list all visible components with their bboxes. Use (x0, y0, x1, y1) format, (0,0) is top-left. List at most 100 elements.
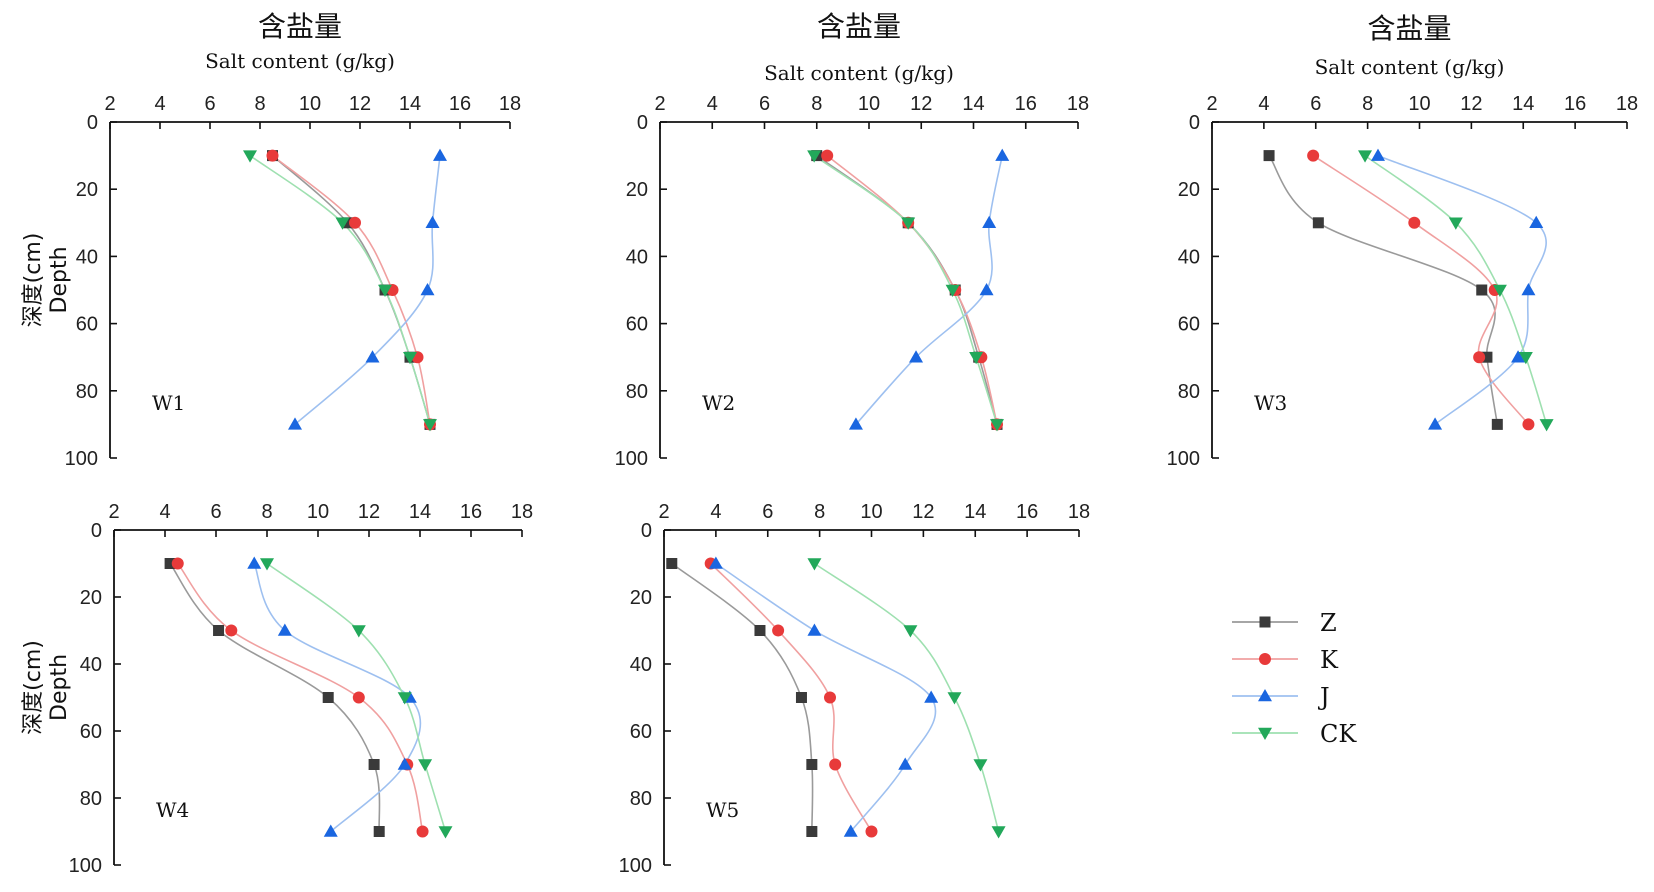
series-line-k (826, 154, 998, 425)
data-point-ck (423, 419, 437, 432)
y-tick-label: 60 (626, 314, 648, 336)
data-point-j (807, 623, 822, 636)
data-point-z (754, 625, 766, 636)
y-tick-label: 40 (630, 654, 652, 676)
y-tick-label: 60 (1178, 314, 1200, 336)
data-point-z (806, 759, 818, 770)
series-line-j (253, 563, 422, 833)
data-point-ck (807, 558, 822, 571)
panel-label: W2 (702, 391, 735, 415)
x-tick-label: 12 (1460, 93, 1482, 115)
data-point-ck (969, 351, 984, 365)
x-tick-label: 16 (1015, 93, 1037, 115)
data-point-k (1307, 149, 1320, 162)
x-tick-label: 8 (811, 93, 822, 115)
data-point-ck (807, 150, 822, 163)
data-point-z (1481, 351, 1493, 363)
data-point-j (979, 283, 994, 296)
series-line-ck (813, 562, 1000, 832)
x-tick-label: 2 (104, 93, 115, 115)
data-point-z (368, 759, 380, 770)
legend-label-k: K (1320, 646, 1339, 674)
data-point-ck (1448, 217, 1463, 230)
x-tick-label: 6 (204, 93, 215, 115)
panel-label: W1 (152, 391, 185, 415)
y-tick-label: 20 (626, 179, 648, 201)
legend-label-z: Z (1320, 609, 1337, 637)
x-tick-label: 18 (499, 93, 521, 115)
data-point-j (1511, 350, 1526, 363)
y-tick-label: 0 (87, 112, 98, 134)
data-point-j (433, 148, 447, 161)
legend-label-j: J (1317, 683, 1330, 711)
data-point-ck (397, 692, 412, 705)
x-axis-label: Salt content (g/kg) (1315, 55, 1505, 79)
x-tick-label: 14 (1512, 93, 1534, 115)
x-tick-label: 16 (1564, 93, 1586, 115)
data-point-z (373, 826, 385, 837)
data-point-z (806, 826, 818, 837)
data-point-ck (947, 692, 962, 705)
data-point-ck (991, 826, 1006, 839)
data-point-j (1428, 417, 1443, 430)
data-point-k (225, 624, 238, 637)
y-tick-label: 80 (76, 381, 98, 403)
y-tick-label: 60 (80, 721, 102, 743)
y-tick-label: 20 (80, 587, 102, 609)
data-point-ck (903, 625, 918, 638)
data-point-k (821, 149, 834, 162)
x-tick-label: 16 (460, 501, 482, 523)
x-tick-label: 10 (307, 501, 329, 523)
data-point-z (1263, 150, 1275, 162)
data-point-ck (335, 217, 350, 230)
series-line-j (715, 562, 937, 833)
data-point-k (865, 825, 878, 838)
chart-title: 含盐量 (817, 10, 901, 43)
series-line-ck (813, 154, 998, 425)
y-tick-label: 40 (80, 654, 102, 676)
y-tick-label: 100 (615, 448, 648, 470)
x-tick-label: 2 (658, 501, 669, 523)
panel-label: W5 (706, 798, 739, 822)
data-point-ck (1539, 419, 1554, 432)
y-tick-label: 40 (1178, 246, 1200, 268)
data-point-z (1476, 284, 1488, 296)
x-tick-label: 14 (964, 501, 986, 523)
y-axis-label-cn: 深度(cm) (21, 233, 46, 328)
data-point-j (982, 215, 997, 229)
data-point-ck (1518, 351, 1533, 365)
data-point-j (247, 556, 262, 569)
x-tick-label: 14 (962, 93, 984, 115)
data-point-z (342, 217, 353, 229)
y-tick-label: 60 (76, 314, 98, 336)
data-point-ck (438, 826, 453, 839)
data-point-j (1371, 148, 1385, 161)
y-tick-label: 80 (626, 381, 648, 403)
y-tick-label: 100 (619, 855, 652, 877)
y-tick-label: 100 (65, 448, 98, 470)
data-point-j (425, 215, 440, 229)
x-tick-label: 6 (1310, 93, 1321, 115)
legend: ZKJ CK (1232, 609, 1357, 748)
series-line-k (710, 562, 873, 832)
x-tick-label: 14 (409, 501, 431, 523)
x-tick-label: 18 (1068, 501, 1090, 523)
x-axis-label: Salt content (g/kg) (205, 49, 395, 73)
series-line-ck (249, 154, 431, 425)
data-point-k (829, 758, 842, 771)
y-axis-label-en: Depth (47, 246, 72, 313)
x-tick-label: 12 (358, 501, 380, 523)
x-tick-label: 18 (1616, 93, 1638, 115)
x-tick-label: 4 (1258, 93, 1269, 115)
y-tick-label: 80 (80, 788, 102, 810)
data-point-z (795, 692, 807, 703)
chart-title: 含盐量 (1367, 12, 1451, 45)
data-point-z (1312, 217, 1324, 229)
data-point-z (164, 558, 176, 569)
data-point-z (666, 558, 678, 569)
y-tick-label: 20 (1178, 179, 1200, 201)
data-point-j (277, 623, 292, 636)
y-tick-label: 20 (630, 587, 652, 609)
y-tick-label: 40 (626, 246, 648, 268)
x-tick-label: 10 (299, 93, 321, 115)
